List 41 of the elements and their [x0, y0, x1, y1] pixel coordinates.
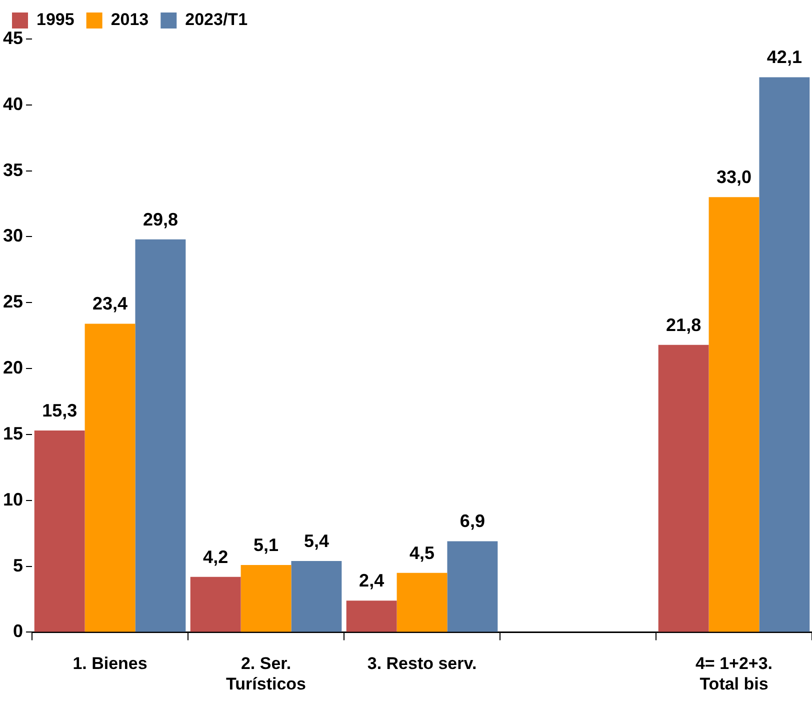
- y-tick-label: 35: [2, 160, 24, 180]
- data-label: 29,8: [142, 209, 178, 230]
- y-tick-label: 40: [2, 94, 24, 114]
- bar: [135, 239, 186, 632]
- data-label: 42,1: [766, 47, 802, 68]
- data-label: 21,8: [666, 314, 702, 335]
- data-label: 33,0: [716, 167, 752, 188]
- x-tick-label: 1. Bienes: [72, 654, 148, 674]
- data-label: 4,5: [409, 542, 435, 563]
- y-tick-label: 25: [2, 292, 24, 312]
- y-tick-label: 10: [2, 489, 24, 510]
- data-label: 5,4: [304, 530, 329, 551]
- bar: [396, 572, 448, 632]
- x-tick-label: 2. Ser. Turísticos: [226, 654, 306, 694]
- x-tick-label: 3. Resto serv.: [367, 654, 477, 674]
- bar: [84, 324, 136, 632]
- y-tick-label: 15: [2, 423, 24, 444]
- y-tick-label: 30: [2, 226, 24, 246]
- data-label: 15,3: [42, 400, 78, 420]
- data-label: 2,4: [359, 570, 384, 591]
- bar: [34, 430, 85, 632]
- bar: [291, 561, 342, 632]
- bar: [240, 564, 292, 632]
- data-label: 23,4: [92, 294, 128, 314]
- bar: [708, 197, 760, 632]
- bar: [346, 600, 397, 632]
- y-tick-label: 0: [13, 621, 24, 642]
- data-label: 5,1: [254, 534, 279, 555]
- bar: [447, 541, 498, 632]
- legend-label: 1995: [36, 10, 74, 30]
- data-label: 6,9: [460, 511, 485, 532]
- y-tick-label: 20: [2, 358, 24, 378]
- x-tick-label: 4= 1+2+3. Total bis: [695, 654, 773, 694]
- bar: [658, 344, 709, 632]
- bar: [190, 576, 241, 632]
- data-label: 4,2: [203, 546, 228, 567]
- legend-label: 2013: [110, 10, 149, 30]
- y-tick-label: 45: [2, 28, 24, 48]
- legend-label: 2023/T1: [185, 10, 248, 30]
- y-tick-label: 5: [13, 555, 24, 576]
- bar: [759, 77, 810, 632]
